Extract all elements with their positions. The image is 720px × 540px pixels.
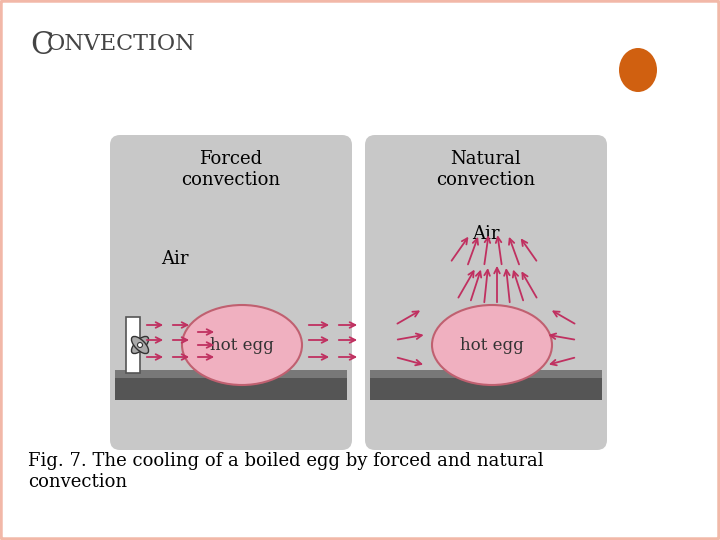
Text: hot egg: hot egg	[460, 336, 524, 354]
Text: ONVECTION: ONVECTION	[47, 33, 196, 55]
Ellipse shape	[138, 342, 143, 348]
Bar	[126, 317, 140, 373]
Text: C: C	[30, 30, 53, 61]
FancyBboxPatch shape	[365, 135, 607, 450]
Text: Fig. 7. The cooling of a boiled egg by forced and natural
convection: Fig. 7. The cooling of a boiled egg by f…	[28, 452, 544, 491]
Text: Forced
convection: Forced convection	[181, 150, 281, 189]
Ellipse shape	[182, 305, 302, 385]
Text: Air: Air	[472, 225, 500, 243]
Text: Air: Air	[161, 250, 189, 268]
Ellipse shape	[432, 305, 552, 385]
Ellipse shape	[132, 336, 148, 354]
Text: Natural
convection: Natural convection	[436, 150, 536, 189]
Bar	[370, 378, 602, 400]
Text: hot egg: hot egg	[210, 336, 274, 354]
Bar	[115, 370, 347, 378]
Ellipse shape	[132, 336, 148, 354]
Bar	[370, 370, 602, 378]
FancyBboxPatch shape	[110, 135, 352, 450]
Ellipse shape	[619, 48, 657, 92]
Bar	[115, 378, 347, 400]
